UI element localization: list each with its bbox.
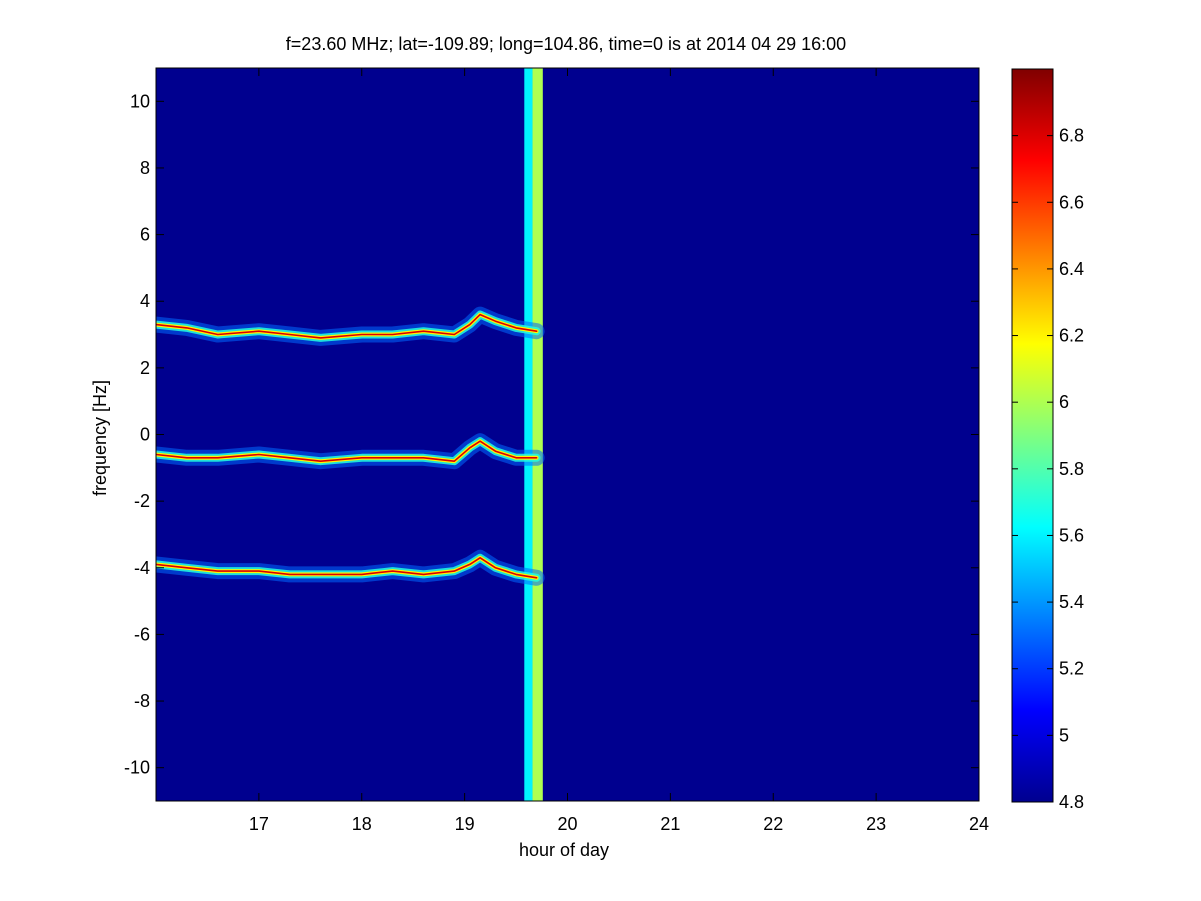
colorbar-tick-label: 5.6 (1059, 525, 1084, 545)
y-tick-label: -10 (124, 758, 150, 778)
x-axis-ticks: 17 18 19 20 21 22 23 24 (249, 68, 989, 834)
colorbar-tick-label: 5.8 (1059, 459, 1084, 479)
colorbar-tick-label: 6.4 (1059, 259, 1084, 279)
y-tick-label: 8 (140, 158, 150, 178)
chart-title: f=23.60 MHz; lat=-109.89; long=104.86, t… (286, 34, 846, 54)
x-tick-label: 23 (866, 814, 886, 834)
x-tick-label: 22 (763, 814, 783, 834)
colorbar-ticks: 6.8 6.6 6.4 6.2 6 5.8 5.6 5.4 5.2 5 4.8 (1012, 126, 1084, 812)
broadband-band-1 (532, 68, 543, 801)
colorbar-tick-label: 6 (1059, 392, 1069, 412)
spectrogram-traces (156, 68, 545, 801)
x-tick-label: 20 (557, 814, 577, 834)
y-tick-label: 0 (140, 425, 150, 445)
echo-trace-2 (156, 549, 545, 586)
y-tick-label: -2 (134, 491, 150, 511)
x-tick-label: 21 (660, 814, 680, 834)
echo-trace-peak (156, 313, 538, 339)
plot-background (156, 68, 979, 801)
colorbar-tick-label: 4.8 (1059, 792, 1084, 812)
y-tick-label: 4 (140, 291, 150, 311)
x-axis-label: hour of day (519, 840, 609, 860)
colorbar: 6.8 6.6 6.4 6.2 6 5.8 5.6 5.4 5.2 5 4.8 (1011, 68, 1084, 812)
colorbar-tick-label: 5.4 (1059, 592, 1084, 612)
x-tick-label: 24 (969, 814, 989, 834)
echo-trace-peak (156, 556, 538, 579)
colorbar-tick-label: 5.2 (1059, 659, 1084, 679)
y-tick-label: 2 (140, 358, 150, 378)
colorbar-gradient (1011, 68, 1054, 803)
y-axis-ticks: 10 8 6 4 2 0 -2 -4 -6 -8 -10 (124, 91, 979, 778)
echo-trace-1 (156, 433, 545, 470)
y-axis-label: frequency [Hz] (90, 380, 110, 496)
x-tick-label: 19 (455, 814, 475, 834)
y-tick-label: 10 (130, 91, 150, 111)
broadband-band-0 (524, 68, 533, 801)
y-tick-label: 6 (140, 225, 150, 245)
colorbar-tick-label: 6.8 (1059, 126, 1084, 146)
colorbar-tick-label: 6.6 (1059, 192, 1084, 212)
y-tick-label: -4 (134, 558, 150, 578)
y-tick-label: -6 (134, 624, 150, 644)
x-tick-label: 17 (249, 814, 269, 834)
echo-trace-0 (156, 306, 545, 346)
colorbar-tick-label: 6.2 (1059, 326, 1084, 346)
colorbar-tick-label: 5 (1059, 725, 1069, 745)
echo-trace-peak (156, 440, 538, 463)
y-tick-label: -8 (134, 691, 150, 711)
x-tick-label: 18 (352, 814, 372, 834)
